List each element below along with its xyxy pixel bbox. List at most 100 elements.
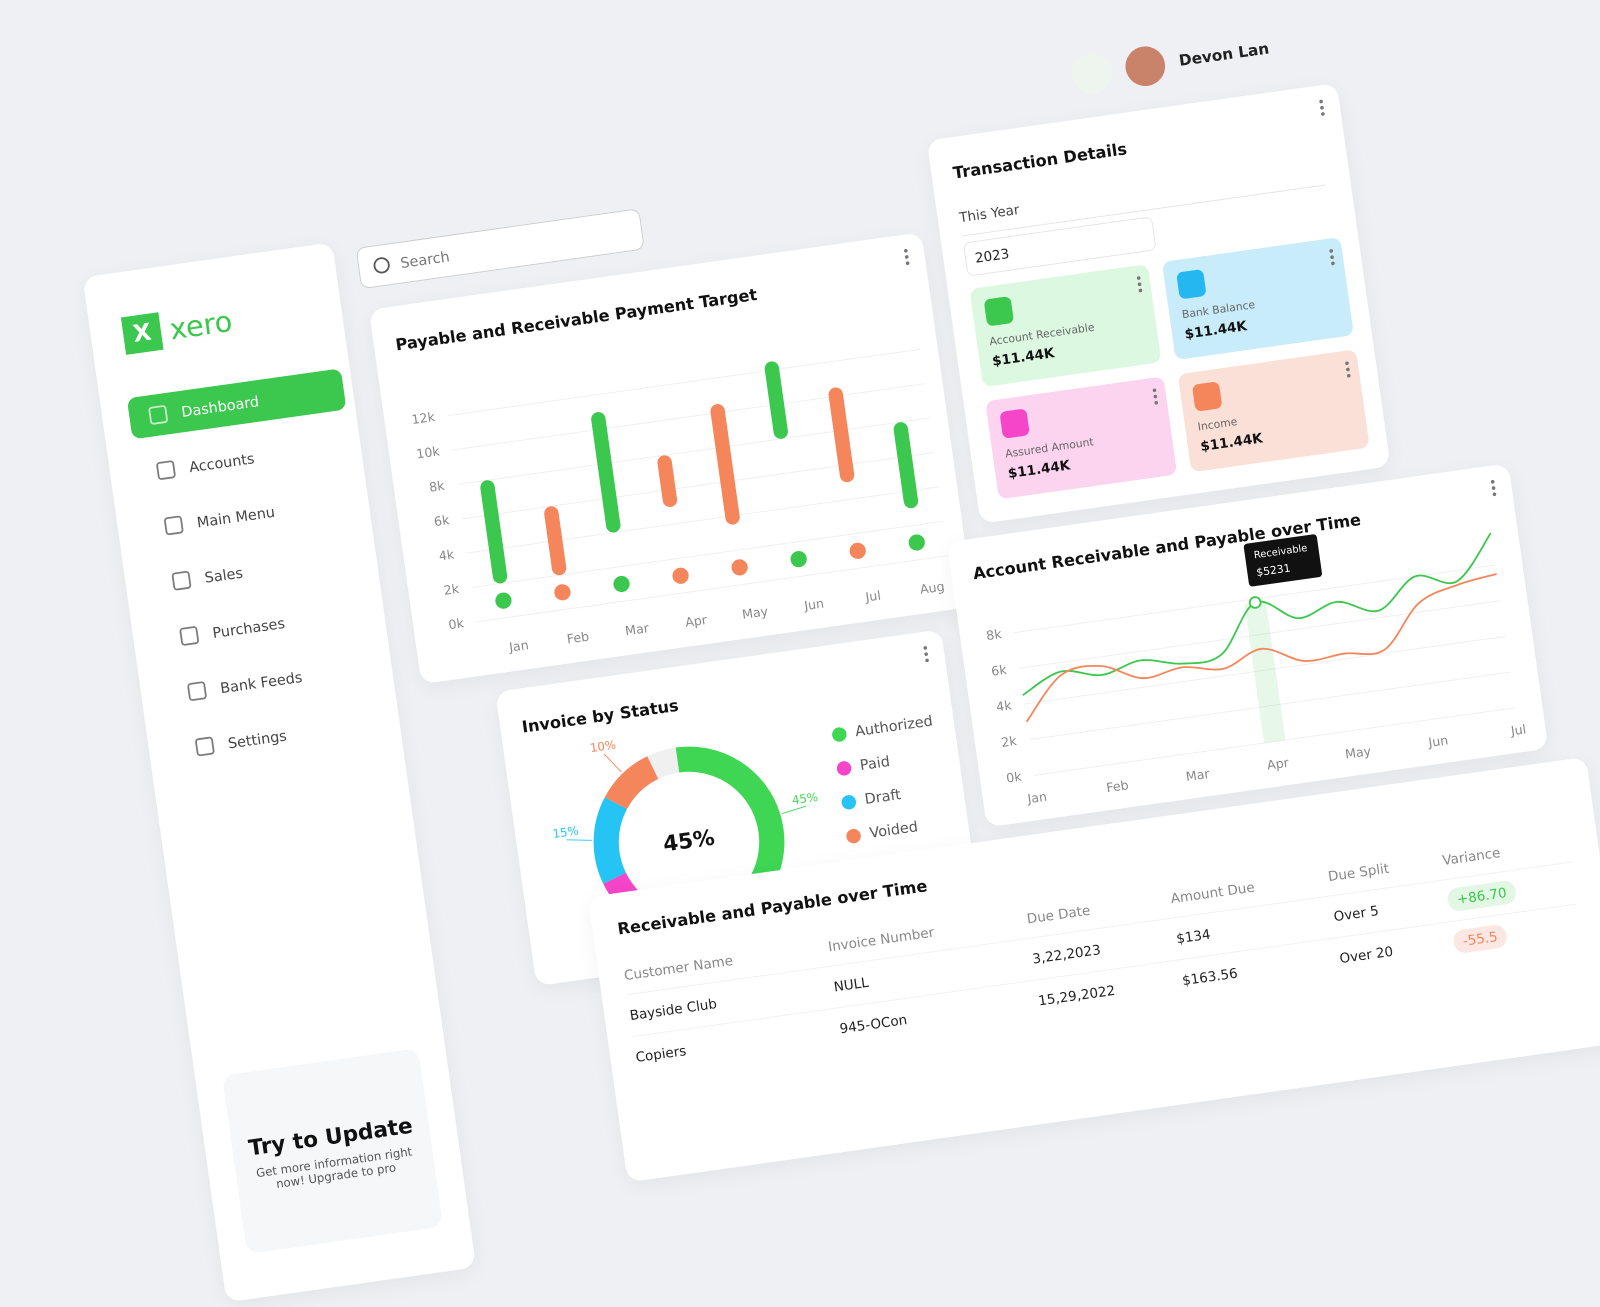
target-dot: [790, 551, 807, 568]
nav-label: Bank Feeds: [219, 667, 304, 697]
x-tick-label: Jun: [1426, 732, 1449, 750]
year: 2023: [973, 245, 1011, 267]
target-dot: [613, 575, 630, 593]
transaction-card: Transaction Details This Year 2023 Accou…: [926, 82, 1391, 524]
grid-line: [1024, 635, 1506, 705]
nav-icon: [163, 515, 184, 536]
grid-line: [466, 486, 940, 554]
cell-text: $134: [1175, 926, 1212, 947]
page: X xero Dashboard Accounts Main Menu Sales Pu…: [82, 29, 1600, 1303]
menu[interactable]: [1319, 99, 1325, 118]
chart-title: Invoice by Status: [521, 696, 680, 737]
range-bar: [657, 455, 678, 508]
legend-swatch: [832, 727, 847, 742]
legend-swatch: [846, 828, 861, 844]
notifications[interactable]: [1069, 51, 1115, 97]
tx-title: Transaction Details: [951, 139, 1129, 184]
range-bar: [544, 506, 567, 576]
avatar[interactable]: [1122, 43, 1168, 89]
menu[interactable]: [1136, 275, 1143, 295]
grid-line: [447, 348, 920, 417]
y-tick-label: 6k: [433, 512, 451, 529]
tx-card: Assured Amount $11.44K: [985, 376, 1178, 500]
menu[interactable]: [1344, 361, 1351, 380]
grid-line: [456, 417, 930, 485]
nav-icon: [148, 404, 169, 426]
range-bar: [893, 422, 919, 509]
tx-cards: Account Receivable $11.44K Bank Balance $11…: [969, 236, 1373, 500]
legend-label: Voided: [869, 819, 919, 842]
user-name: Devon Lan: [1177, 39, 1271, 71]
target-dot: [672, 567, 689, 584]
legend-label: Paid: [859, 754, 891, 774]
x-tick-label: Mar: [624, 620, 650, 638]
y-tick-label: 12k: [411, 409, 437, 427]
center-label: 45%: [662, 826, 717, 858]
cell-text: 15,29,2022: [1037, 982, 1117, 1010]
nav-label: Settings: [226, 726, 288, 752]
x-tick-label: Jul: [864, 588, 882, 605]
range-bar: [764, 361, 788, 439]
brand: xero: [167, 303, 235, 347]
tooltip: [1243, 534, 1322, 587]
line-card: Account Receivable and Payable over Time…: [946, 463, 1549, 828]
promo: Try to Update Get more information right…: [222, 1048, 444, 1255]
target-dot: [495, 592, 512, 609]
range-bar: [480, 480, 508, 584]
y-tick-label: 2k: [1000, 733, 1018, 750]
target-dot: [731, 559, 748, 576]
y-tick-label: 0k: [447, 615, 465, 632]
tooltip-value: $5231: [1256, 561, 1292, 579]
x-tick-label: Jun: [802, 596, 825, 614]
menu[interactable]: [1329, 248, 1335, 268]
variance: -55.5: [1452, 923, 1509, 955]
y-tick-label: 0k: [1005, 769, 1023, 786]
range-bar: [591, 412, 621, 533]
legend-label: Authorized: [854, 713, 933, 740]
x-tick-label: Jul: [1509, 721, 1527, 738]
legend-swatch: [836, 761, 852, 776]
label-leader: [781, 805, 807, 814]
x-tick-label: Apr: [684, 612, 708, 630]
nav-label: Sales: [203, 563, 244, 586]
hover-point: [1248, 596, 1262, 609]
value-label: 45%: [791, 790, 819, 807]
search-placeholder: Search: [399, 247, 451, 272]
menu[interactable]: [1152, 388, 1159, 407]
tx-icon: [1176, 268, 1207, 300]
logo-mark: X: [120, 312, 164, 355]
x-tick-label: Mar: [1185, 766, 1211, 784]
tx-card: Account Receivable $11.44K: [969, 264, 1162, 388]
tx-icon: [983, 296, 1015, 327]
y-tick-label: 8k: [428, 478, 446, 495]
grid-line: [461, 451, 935, 520]
variance: +86.70: [1446, 879, 1518, 913]
y-tick-label: 4k: [995, 697, 1013, 714]
x-tick-label: May: [741, 603, 769, 622]
cell-text: NULL: [832, 974, 870, 996]
user-bar: Devon Lan: [1069, 29, 1271, 97]
cell-text: Over 20: [1338, 943, 1395, 967]
bar-card: Payable and Receivable Payment Target 0k 2…: [368, 232, 975, 685]
target-dot: [908, 534, 925, 551]
nav-icon: [179, 625, 200, 647]
donut-segment: [604, 756, 659, 810]
chart-title: Payable and Receivable Payment Target: [394, 285, 758, 355]
cell-text: Bayside Club: [628, 995, 718, 1024]
label-leader: [566, 839, 592, 841]
label-leader: [603, 753, 622, 773]
tx-icon: [999, 408, 1030, 439]
value-label: 15%: [552, 823, 580, 840]
grid-line: [452, 383, 925, 451]
cell-text: 945-OCon: [838, 1011, 909, 1037]
range-bar: [828, 387, 855, 483]
y-tick-label: 4k: [438, 546, 456, 563]
nav-icon: [186, 681, 208, 702]
cell-text: $163.56: [1181, 965, 1239, 989]
series-line: [1025, 573, 1497, 723]
nav-label: Dashboard: [180, 392, 260, 421]
target-dot: [554, 584, 571, 601]
legend-label: Draft: [864, 787, 902, 808]
tx-card: Income $11.44K: [1177, 349, 1370, 473]
search-icon: [372, 256, 391, 275]
